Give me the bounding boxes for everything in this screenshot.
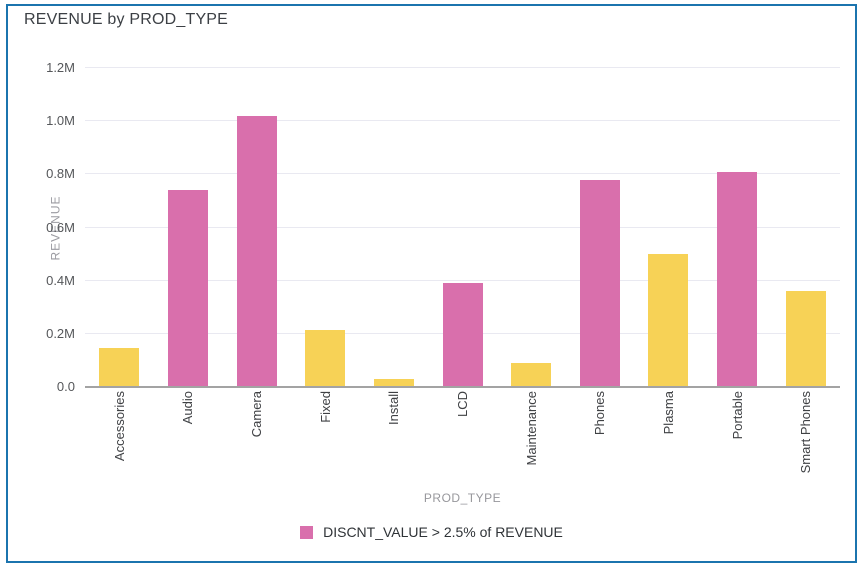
bar-cell: [497, 68, 566, 387]
gridline: [85, 173, 840, 175]
x-tick-label: Install: [386, 391, 402, 425]
x-tick-label: Phones: [592, 391, 608, 436]
bar-install[interactable]: [373, 379, 414, 387]
x-tick-label: Camera: [249, 391, 265, 438]
bar-cell: [565, 68, 634, 387]
bar-cell: [291, 68, 360, 387]
gridline: [85, 120, 840, 122]
legend[interactable]: DISCNT_VALUE > 2.5% of REVENUE: [0, 524, 863, 540]
x-axis-labels: Accessories Audio Camera Fixed Install LCD Mai…: [85, 391, 840, 491]
legend-label: DISCNT_VALUE > 2.5% of REVENUE: [323, 524, 563, 540]
x-tick-label: LCD: [455, 391, 471, 418]
chart-title: REVENUE by PROD_TYPE: [24, 11, 229, 28]
bar-cell: [771, 68, 840, 387]
x-tick-label: Maintenance: [523, 391, 539, 466]
bar-lcd[interactable]: [442, 283, 483, 387]
bar-cell: [428, 68, 497, 387]
x-label-cell: Camera: [222, 391, 291, 491]
gridline: [85, 226, 840, 228]
x-label-cell: Maintenance: [497, 391, 566, 491]
y-tick-label: 0.2M: [46, 325, 75, 341]
x-tick-label: Plasma: [660, 391, 676, 435]
x-label-cell: Phones: [565, 391, 634, 491]
gridline: [85, 279, 840, 281]
gridline: [85, 67, 840, 68]
bar-audio[interactable]: [167, 190, 208, 387]
x-label-cell: Install: [360, 391, 429, 491]
x-tick-label: Smart Phones: [798, 391, 814, 474]
x-label-cell: Accessories: [85, 391, 154, 491]
bar-cell: [85, 68, 154, 387]
bar-fixed[interactable]: [305, 329, 346, 387]
x-label-cell: Smart Phones: [771, 391, 840, 491]
y-tick-label: 0.8M: [46, 166, 75, 182]
y-tick-label: 0.6M: [46, 219, 75, 235]
x-tick-label: Portable: [729, 391, 745, 440]
bar-cell: [360, 68, 429, 387]
bar-accessories[interactable]: [99, 348, 140, 387]
y-tick-label: 1.0M: [46, 113, 75, 129]
bar-phones[interactable]: [579, 179, 620, 387]
x-axis-title: PROD_TYPE: [423, 491, 502, 505]
bar-maintenance[interactable]: [511, 363, 552, 387]
bar-plasma[interactable]: [648, 254, 689, 387]
bar-camera[interactable]: [236, 115, 277, 387]
y-tick-label: 1.2M: [46, 60, 75, 75]
x-label-cell: Fixed: [291, 391, 360, 491]
y-tick-label: 0.0: [56, 379, 75, 394]
x-axis-line: [85, 386, 840, 388]
bar-cell: [634, 68, 703, 387]
bars: [85, 68, 840, 387]
x-label-cell: Portable: [703, 391, 772, 491]
x-label-cell: Plasma: [634, 391, 703, 491]
x-tick-label: Audio: [180, 391, 196, 425]
y-tick-label: 0.4M: [46, 272, 75, 288]
bar-portable[interactable]: [717, 171, 758, 387]
x-label-cell: Audio: [154, 391, 223, 491]
x-label-cell: LCD: [428, 391, 497, 491]
bar-cell: [703, 68, 772, 387]
bar-cell: [222, 68, 291, 387]
legend-swatch-icon: [300, 525, 314, 539]
bar-smart-phones[interactable]: [785, 291, 826, 387]
x-tick-label: Fixed: [317, 391, 333, 423]
bar-cell: [154, 68, 223, 387]
plot-area: REVENUE 0.0 0.2M 0.4M 0.6M 0.8M 1.0M 1.2M: [46, 60, 840, 394]
x-tick-label: Accessories: [111, 391, 127, 462]
